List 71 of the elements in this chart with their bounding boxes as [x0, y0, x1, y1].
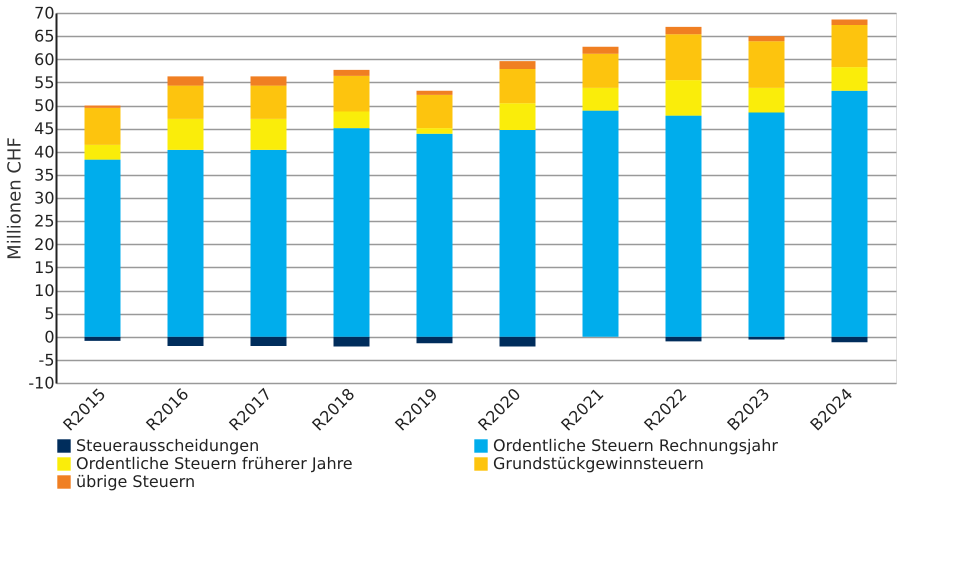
y-tick-label: 0: [44, 327, 54, 346]
bar: [334, 336, 370, 346]
bar: [666, 34, 702, 80]
y-tick-label: 15: [34, 258, 54, 277]
bar: [168, 336, 204, 346]
y-tick-label: -5: [38, 350, 54, 370]
bar: [84, 144, 120, 160]
legend-label: Grundstückgewinnsteuern: [493, 454, 704, 473]
bar: [748, 41, 784, 88]
y-tick-label: 45: [34, 119, 54, 138]
bar: [84, 336, 120, 341]
bar: [84, 160, 120, 337]
bar: [832, 19, 868, 26]
bar: [250, 76, 286, 86]
bar: [582, 46, 618, 54]
y-tick-label: 40: [34, 142, 54, 162]
bar: [666, 80, 702, 116]
bar: [832, 25, 868, 68]
bar: [500, 103, 536, 130]
bar: [168, 118, 204, 150]
legend-label: Ordentliche Steuern früherer Jahre: [76, 454, 353, 473]
y-tick-label: -10: [28, 374, 54, 392]
bar: [168, 86, 204, 119]
y-tick-label: 25: [34, 212, 54, 231]
bar: [168, 76, 204, 86]
y-tick-label: 30: [34, 188, 54, 208]
bar: [748, 112, 784, 337]
bar: [416, 336, 452, 344]
y-tick-label: 60: [34, 50, 54, 69]
bar: [250, 150, 286, 337]
bar: [582, 54, 618, 88]
bar: [250, 118, 286, 150]
bar: [334, 128, 370, 337]
legend-label: übrige Steuern: [76, 472, 196, 491]
bar: [582, 88, 618, 111]
bar: [748, 336, 784, 340]
y-tick-label: 55: [34, 72, 54, 92]
y-tick-label: 50: [34, 96, 54, 115]
y-tick-label: 35: [34, 165, 54, 184]
y-tick-label: 70: [34, 4, 54, 22]
bar: [334, 70, 370, 76]
bar: [582, 110, 618, 337]
bar: [500, 336, 536, 346]
bar: [84, 108, 120, 145]
bar: [666, 116, 702, 337]
bar: [748, 36, 784, 42]
bar: [416, 94, 452, 128]
bar: [666, 26, 702, 34]
y-tick-label: 65: [34, 26, 54, 46]
bar: [666, 336, 702, 342]
bar: [748, 88, 784, 112]
bar: [334, 112, 370, 128]
bar: [168, 150, 204, 337]
bar: [500, 130, 536, 337]
bar: [500, 68, 536, 104]
legend-label: Steuerausscheidungen: [76, 436, 260, 455]
y-tick-label: 20: [34, 234, 54, 254]
y-axis-title: Millionen CHF: [4, 137, 26, 260]
y-tick-label: 5: [44, 304, 54, 324]
bar: [832, 336, 868, 342]
bar: [250, 86, 286, 119]
bar: [832, 67, 868, 91]
bar: [832, 90, 868, 337]
bar: [416, 128, 452, 134]
bar: [416, 134, 452, 337]
legend-label: Ordentliche Steuern Rechnungsjahr: [493, 436, 778, 455]
y-tick-label: 10: [34, 281, 54, 300]
bar: [334, 76, 370, 112]
bar: [250, 336, 286, 346]
bar: [416, 90, 452, 95]
bar: [500, 61, 536, 69]
